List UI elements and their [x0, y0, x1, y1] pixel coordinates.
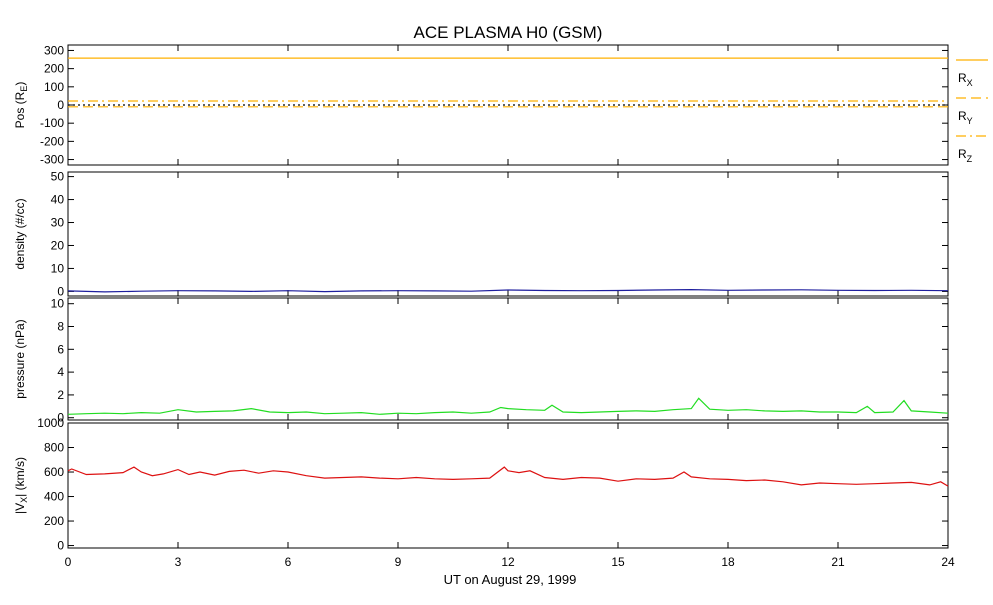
- y-tick-label: 100: [44, 80, 64, 94]
- y-tick-label: 200: [44, 514, 64, 528]
- y-axis-label: |VX| (km/s): [13, 457, 29, 514]
- y-tick-label: 400: [44, 490, 64, 504]
- x-tick-label: 24: [941, 555, 955, 569]
- y-tick-label: 10: [51, 261, 65, 275]
- y-tick-label: 6: [57, 342, 64, 356]
- y-tick-label: 600: [44, 465, 64, 479]
- x-tick-label: 15: [611, 555, 625, 569]
- y-tick-label: 8: [57, 320, 64, 334]
- series-line-1: [67, 397, 949, 415]
- x-tick-label: 9: [395, 555, 402, 569]
- y-tick-label: 0: [57, 539, 64, 553]
- x-tick-label: 18: [721, 555, 735, 569]
- y-tick-label: 0: [57, 98, 64, 112]
- y-tick-label: 2: [57, 388, 64, 402]
- panel-1: 300 200 100 0 -100 -200 -300 Pos (RE) RX RY RZ: [13, 43, 988, 167]
- y-tick-label: 40: [51, 193, 65, 207]
- x-tick-label: 0: [65, 555, 72, 569]
- y-tick-label: 1000: [37, 416, 64, 430]
- x-tick-label: 6: [285, 555, 292, 569]
- y-tick-label: 800: [44, 441, 64, 455]
- y-tick-label: 300: [44, 43, 64, 57]
- y-tick-label: 0: [57, 284, 64, 298]
- panel-frame: [67, 422, 949, 549]
- y-tick-label: 50: [51, 170, 65, 184]
- y-tick-label: 10: [51, 297, 65, 311]
- y-axis-label: density (#/cc): [13, 198, 27, 269]
- x-tick-label: 21: [831, 555, 845, 569]
- y-tick-label: 4: [57, 365, 64, 379]
- y-tick-label: -200: [40, 134, 64, 148]
- y-tick-label: -100: [40, 116, 64, 130]
- x-tick-label: 12: [501, 555, 515, 569]
- panel-frame: [67, 297, 949, 421]
- x-tick-label: 3: [175, 555, 182, 569]
- y-tick-label: -300: [40, 153, 64, 167]
- legend-label: RX: [958, 71, 973, 88]
- y-tick-label: 0: [57, 411, 64, 425]
- y-tick-label: 200: [44, 62, 64, 76]
- y-axis-label: pressure (nPa): [13, 319, 27, 398]
- y-tick-label: 20: [51, 238, 65, 252]
- series-line-1: [67, 466, 949, 487]
- panel-frame: [67, 171, 949, 297]
- y-axis-label: Pos (RE): [13, 82, 29, 129]
- legend-label: RY: [958, 109, 973, 126]
- panel-2: 50 40 30 20 10 0 density (#/cc): [13, 170, 949, 298]
- series-line-1: [67, 288, 949, 293]
- y-tick-label: 30: [51, 216, 65, 230]
- x-axis-label: UT on August 29, 1999: [444, 572, 577, 587]
- panel-4: 1000 800 600 400 200 00 3 6 9 12 15 18 21 24 |VX| (km/…: [13, 416, 955, 569]
- chart-title: ACE PLASMA H0 (GSM): [414, 23, 603, 42]
- legend-label: RZ: [958, 147, 973, 164]
- panel-3: 10 8 6 4 2 0 pressure (nPa): [13, 297, 949, 425]
